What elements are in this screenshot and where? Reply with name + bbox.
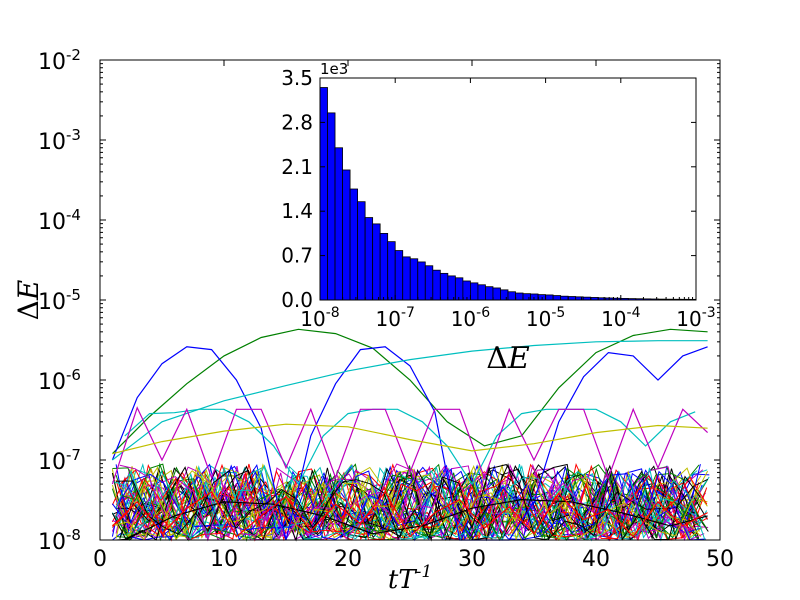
- series-line: [111, 328, 708, 455]
- histogram-bar: [492, 287, 501, 301]
- noise-line: [112, 465, 695, 542]
- inset-y-tick-label: 0.0: [281, 288, 313, 312]
- histogram-bar: [560, 295, 569, 301]
- noise-line: [119, 463, 708, 541]
- noise-line: [112, 467, 709, 541]
- x-tick-label: 20: [334, 547, 362, 572]
- y-tick-label: 10-4: [38, 206, 81, 235]
- histogram-bar: [500, 289, 509, 301]
- histogram-bar: [402, 256, 411, 301]
- series-line: [124, 408, 696, 486]
- inset-x-ticks: 10-8 10-7 10-6 10-5 10-4 10-3: [300, 78, 716, 331]
- histogram-bar: [454, 277, 464, 301]
- main-y-ticks: 10-8 10-7 10-6 10-5 10-4 10-3 10-2: [38, 46, 720, 555]
- histogram-bar: [439, 272, 449, 301]
- inset-plot-frame: [319, 77, 697, 301]
- noise-line: [112, 468, 709, 541]
- x-tick-label: 10: [210, 547, 238, 572]
- noise-line: [115, 463, 705, 541]
- histogram-bar: [567, 296, 577, 301]
- y-tick-label: 10-2: [38, 46, 81, 75]
- inset-y-tick-label: 0.7: [281, 244, 313, 268]
- main-xlabel-text: tT-1: [388, 562, 432, 595]
- inset-y-tick-label: 2.1: [281, 155, 313, 179]
- histogram-bar: [342, 169, 351, 301]
- noise-line: [116, 464, 701, 541]
- histogram-bar: [477, 284, 486, 301]
- histogram-bar: [447, 275, 456, 301]
- inset-x-tick-label: 10-3: [676, 305, 715, 331]
- inset-y-offset-label: 1e3: [320, 60, 348, 78]
- series-line: [124, 498, 708, 541]
- histogram-bar: [515, 292, 524, 301]
- main-x-ticks: 0 10 20 30 40 50: [93, 60, 734, 572]
- series-line: [112, 423, 708, 455]
- inset-x-tick-label: 10-7: [375, 305, 414, 331]
- main-y-axis-label: ΔE: [12, 280, 45, 321]
- main-series-group: [111, 328, 710, 542]
- histogram-bar: [327, 112, 336, 301]
- inset-x-tick-label: 10-4: [601, 305, 641, 331]
- noise-line: [115, 463, 703, 541]
- inset-x-tick-label: 10-8: [300, 305, 339, 331]
- y-tick-label: 10-3: [38, 126, 81, 155]
- histogram-bar: [364, 217, 374, 301]
- main-ylabel-text: ΔE: [12, 280, 45, 321]
- histogram-bar: [387, 241, 396, 301]
- noise-line: [112, 471, 708, 541]
- inset-x-tick-label: 10-6: [451, 305, 491, 331]
- inset-y-tick-label: 2.8: [281, 110, 313, 134]
- histogram-bar: [349, 188, 358, 301]
- histogram-bar: [469, 282, 479, 301]
- histogram-bar: [394, 250, 404, 301]
- x-tick-label: 50: [706, 547, 734, 572]
- y-tick-label: 10-8: [38, 526, 81, 555]
- inset-y-ticks: 0.0 0.7 1.4 2.1 2.8 3.5: [281, 66, 696, 312]
- histogram-bar: [522, 293, 531, 301]
- series-line: [111, 406, 709, 485]
- y-tick-label: 10-7: [38, 446, 81, 475]
- inset-y-tick-label: 3.5: [281, 66, 313, 90]
- histogram-bar: [334, 147, 343, 301]
- histogram-bar: [417, 261, 426, 301]
- histogram-bar: [372, 223, 381, 301]
- inset-y-tick-label: 1.4: [281, 199, 313, 223]
- histogram-bar: [424, 265, 434, 301]
- main-x-axis-label: tT-1: [388, 562, 432, 595]
- histogram-bar: [379, 232, 389, 301]
- histogram-bar: [432, 269, 441, 301]
- histogram-bar: [507, 291, 516, 301]
- y-tick-label: 10-6: [38, 366, 81, 395]
- inset-xlabel-text: ΔE: [486, 341, 530, 376]
- noise-line: [112, 467, 702, 541]
- inset-x-axis-label: ΔE: [486, 341, 530, 376]
- x-tick-label: 30: [458, 547, 486, 572]
- histogram-bar: [409, 258, 419, 301]
- histogram-bar: [485, 286, 494, 301]
- histogram-bar: [357, 201, 366, 301]
- histogram-bar: [319, 87, 328, 301]
- x-tick-label: 40: [582, 547, 610, 572]
- y-tick-label: 10-5: [38, 286, 81, 315]
- inset-histogram: 0.00.71.42.12.83.5 10-8 10-7 10-6 10-5 10-4 1…: [281, 60, 716, 376]
- histogram-bar: [552, 295, 562, 301]
- x-tick-label: 0: [93, 547, 107, 572]
- series-line: [112, 340, 708, 461]
- noise-line: [111, 462, 709, 542]
- histogram-bar: [545, 294, 554, 301]
- series-line: [111, 490, 708, 538]
- series-line: [111, 346, 708, 541]
- inset-x-tick-label: 10-5: [526, 305, 565, 331]
